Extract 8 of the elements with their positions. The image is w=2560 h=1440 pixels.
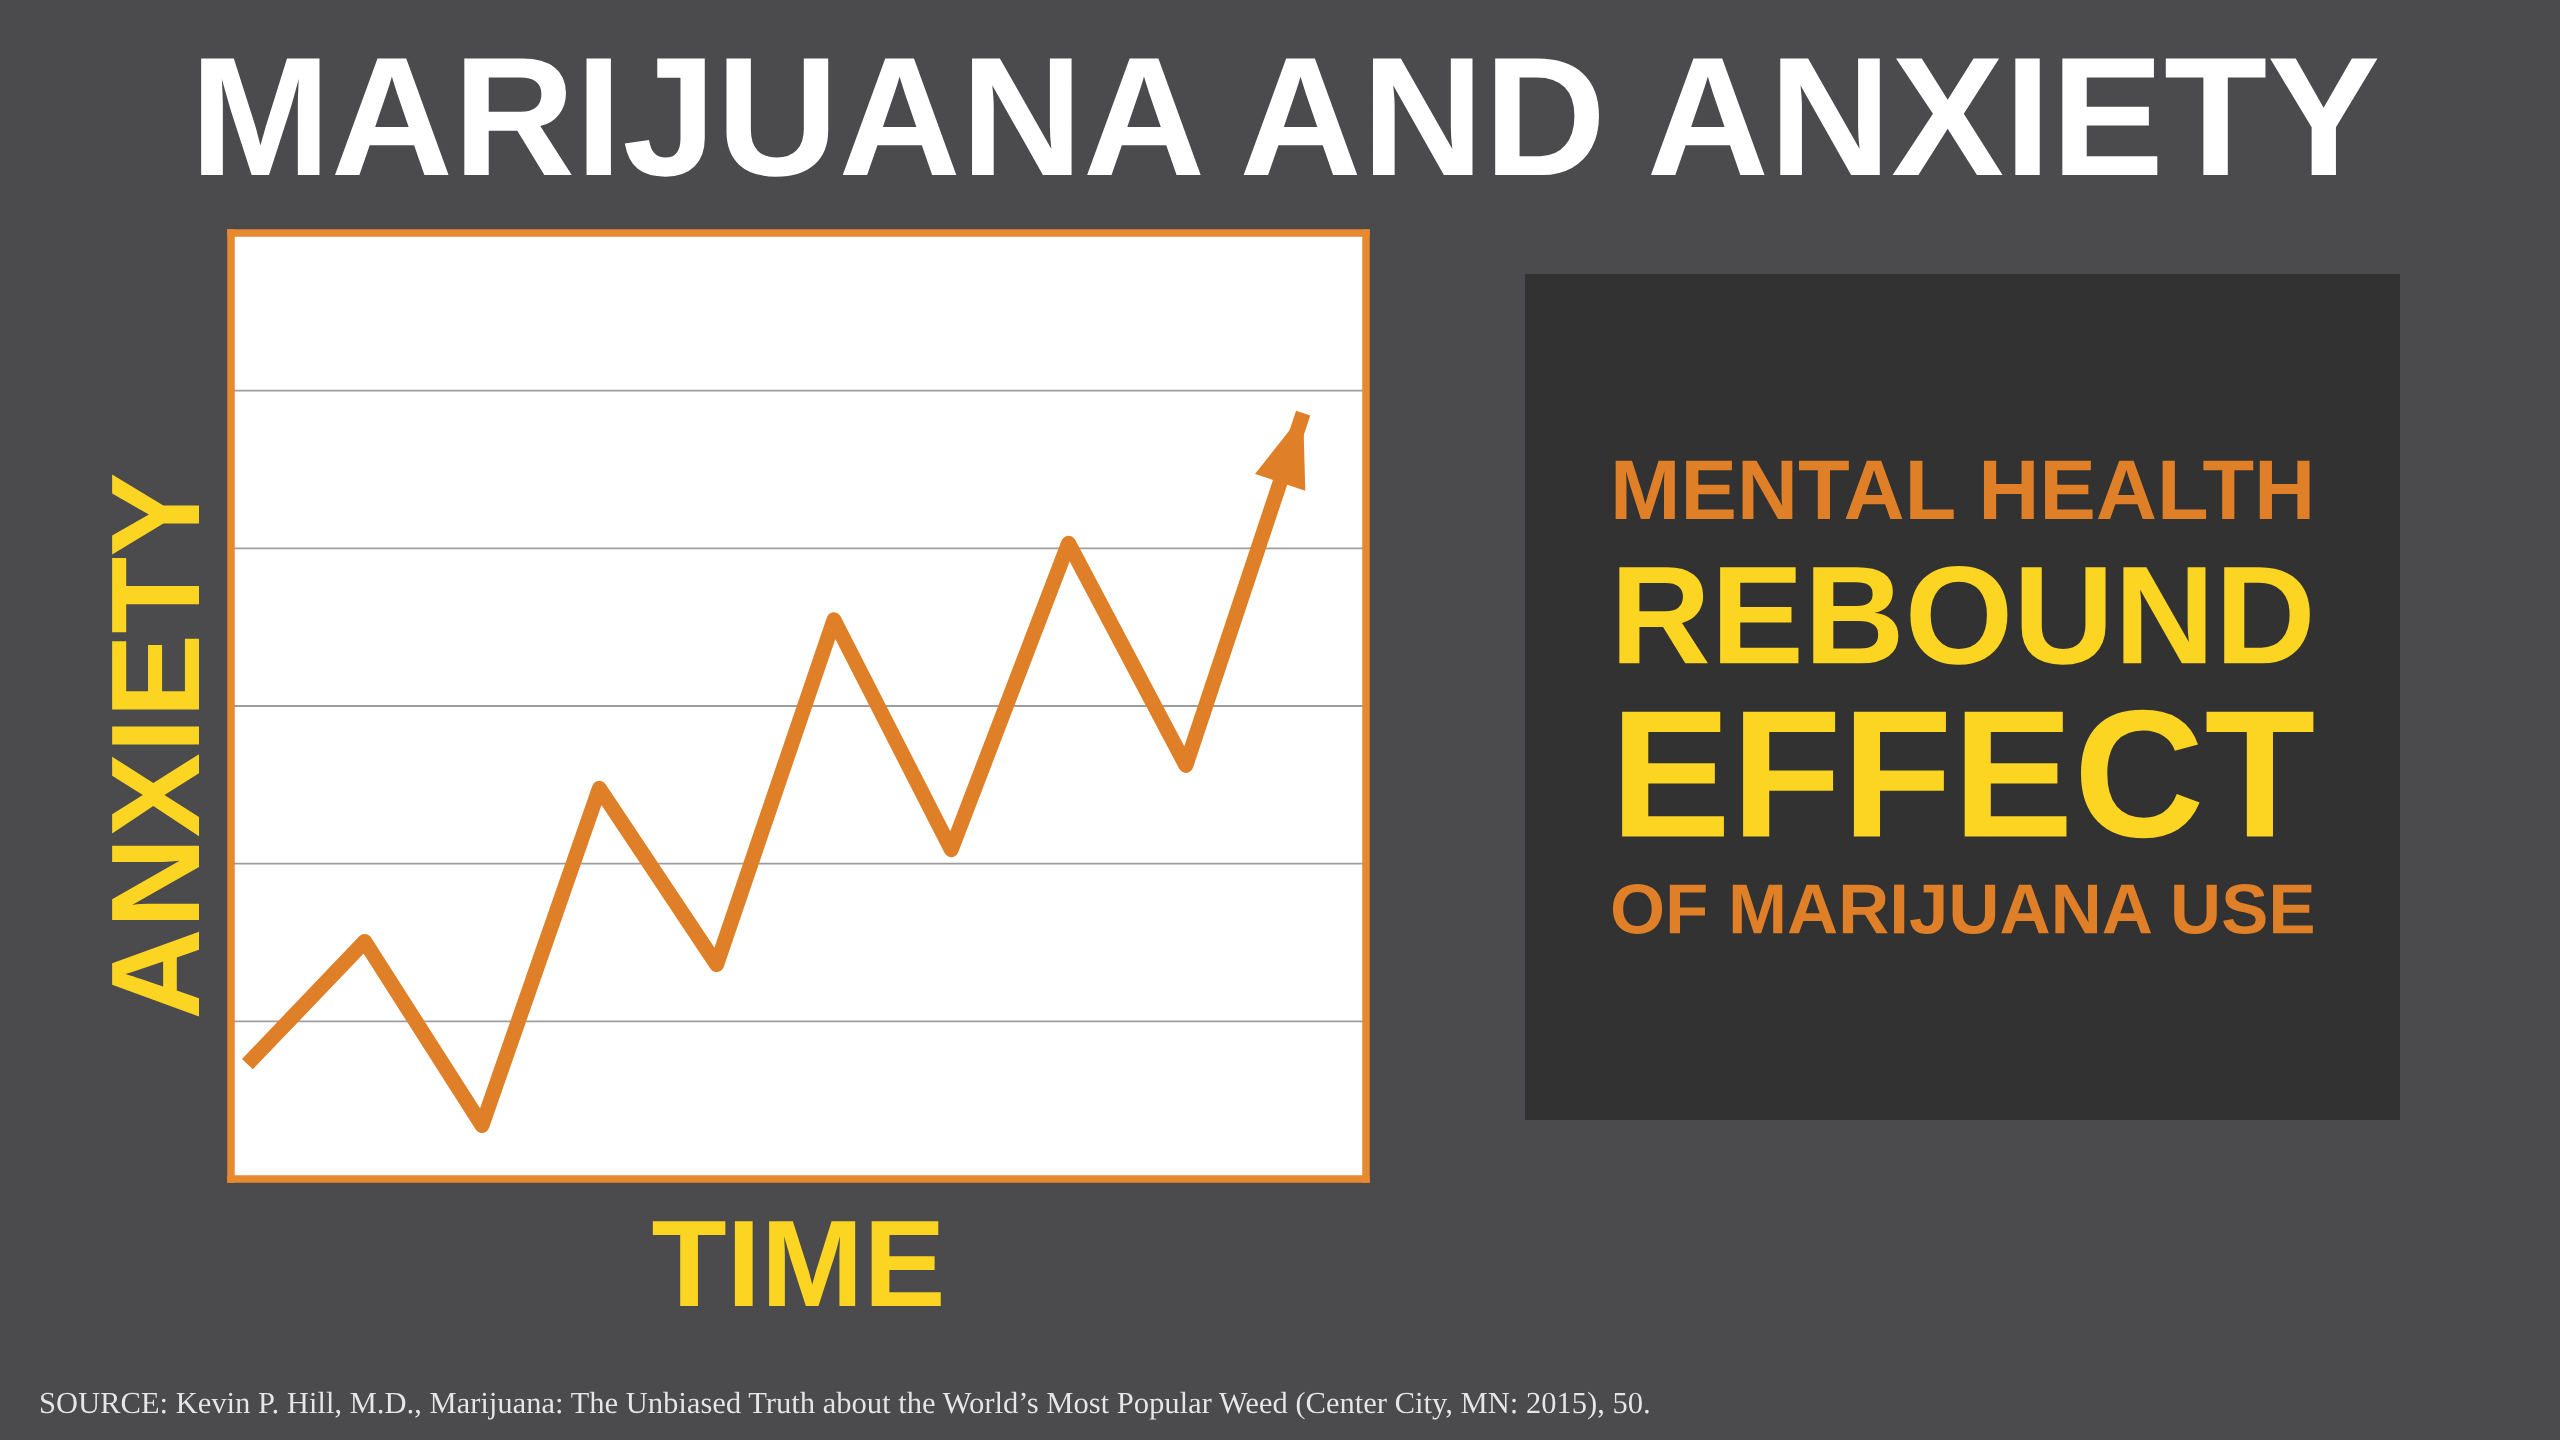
text: OF MARIJUANA USE — [1612, 883, 2313, 935]
x-axis-title: TIME — [652, 1221, 941, 1306]
chart-title: MARIJUANA AND ANXIETY — [201, 58, 2378, 177]
text: EFFECT — [1622, 709, 2314, 839]
source-note: SOURCE: Kevin P. Hill, M.D., Marijuana: The Unbiased Truth about the World’s Most Popular Weed (Center City, MN: 2015), 50. — [41, 1391, 1649, 1420]
y-axis-title: ANXIETY — [112, 474, 199, 1017]
text: MENTAL HEALTH — [1615, 460, 2310, 520]
text: REBOUND — [1619, 565, 2310, 665]
